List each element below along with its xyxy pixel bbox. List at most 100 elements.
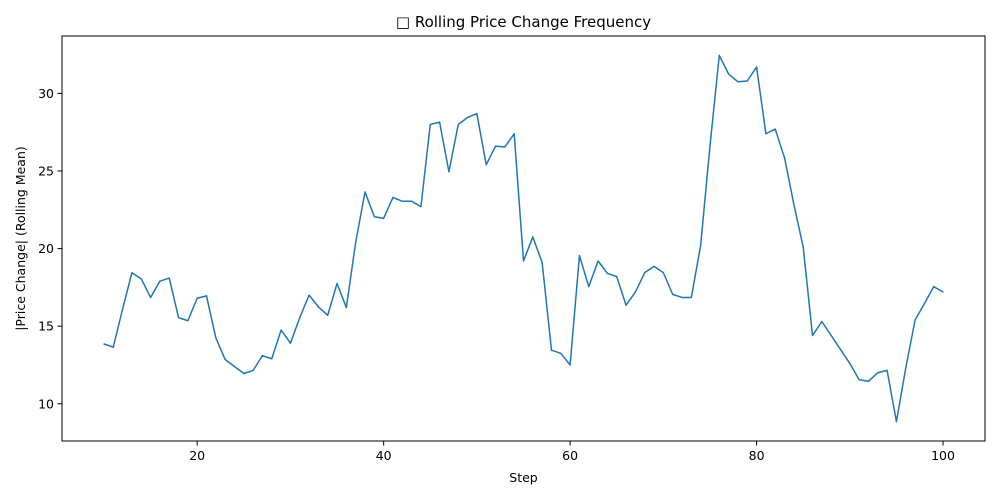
data-point	[923, 303, 926, 305]
data-point	[718, 54, 720, 57]
data-point	[597, 260, 599, 262]
data-point	[308, 294, 310, 296]
y-tick-label: 25	[38, 164, 54, 179]
data-point	[541, 261, 543, 264]
data-point	[942, 291, 944, 293]
data-point	[522, 260, 525, 262]
data-point	[420, 206, 422, 208]
data-point	[690, 296, 692, 299]
data-point	[271, 358, 273, 360]
data-point	[168, 277, 170, 279]
y-tick-label: 20	[38, 241, 54, 256]
data-point	[774, 128, 776, 130]
data-point	[662, 272, 664, 274]
data-point	[578, 254, 581, 257]
data-point	[858, 379, 860, 381]
data-point	[457, 123, 459, 126]
data-point	[233, 365, 236, 368]
data-point	[476, 112, 478, 115]
data-point	[438, 121, 441, 123]
data-point	[746, 80, 748, 82]
y-tick-label: 15	[38, 319, 54, 334]
data-point	[700, 244, 702, 247]
y-tick-label: 30	[38, 86, 54, 101]
data-point	[513, 133, 515, 135]
data-point	[802, 246, 804, 248]
data-point	[560, 352, 562, 354]
y-tick-label: 10	[38, 396, 54, 411]
y-axis-label: |Price Change| (Rolling Mean)	[13, 146, 28, 331]
data-point	[532, 236, 534, 238]
data-point	[933, 286, 935, 288]
data-point	[122, 308, 124, 310]
data-point	[569, 364, 571, 366]
data-point	[886, 369, 888, 371]
data-point	[355, 241, 357, 243]
data-point	[215, 337, 217, 339]
x-tick-label: 60	[562, 448, 578, 463]
data-point	[783, 157, 786, 159]
data-point	[644, 272, 646, 274]
data-point	[634, 291, 636, 293]
data-point	[830, 334, 832, 337]
data-point	[550, 349, 553, 351]
data-point	[905, 367, 907, 369]
data-point	[737, 81, 739, 83]
data-point	[485, 164, 487, 166]
data-point	[280, 329, 282, 331]
chart-title: □ Rolling Price Change Frequency	[396, 13, 651, 31]
data-point	[681, 296, 683, 299]
data-point	[131, 272, 133, 274]
data-point	[672, 293, 674, 295]
data-point	[345, 306, 347, 309]
data-point	[159, 280, 161, 282]
axis-ticks: 20 40 60 80 100 10 15 20 25 30	[38, 86, 955, 463]
series-line	[103, 54, 944, 423]
x-tick-label: 80	[749, 448, 765, 463]
plot-area-frame	[61, 35, 986, 442]
data-point	[392, 196, 394, 198]
data-point	[373, 216, 375, 218]
data-point	[224, 358, 226, 361]
data-point	[103, 343, 105, 345]
x-axis-label: Step	[509, 470, 538, 485]
data-point	[112, 346, 114, 348]
data-point	[261, 355, 264, 357]
data-point	[429, 123, 431, 126]
data-point	[821, 320, 823, 323]
data-point	[140, 278, 142, 280]
series-layer	[103, 54, 944, 423]
data-point	[383, 217, 385, 219]
data-point	[149, 296, 152, 299]
data-point	[364, 191, 366, 193]
data-point	[448, 171, 450, 173]
data-point	[616, 275, 618, 278]
data-point	[252, 369, 254, 371]
data-point	[653, 265, 655, 268]
data-point	[625, 304, 627, 306]
x-tick-label: 40	[376, 448, 392, 463]
data-point	[755, 66, 758, 68]
data-point	[877, 372, 879, 374]
data-point	[793, 203, 795, 205]
data-point	[765, 133, 767, 135]
data-point	[299, 317, 301, 319]
x-tick-label: 20	[189, 448, 205, 463]
data-point	[411, 200, 413, 202]
data-point	[243, 372, 245, 375]
data-point	[849, 362, 851, 365]
data-point	[867, 380, 870, 382]
data-point	[205, 295, 208, 297]
data-point	[895, 421, 898, 423]
data-point	[709, 145, 711, 147]
data-point	[588, 286, 590, 288]
data-point	[401, 200, 403, 202]
data-point	[839, 348, 842, 351]
data-point	[606, 272, 609, 275]
data-point	[914, 319, 916, 321]
data-point	[494, 145, 497, 147]
x-tick-label: 100	[931, 448, 955, 463]
data-point	[187, 320, 189, 322]
